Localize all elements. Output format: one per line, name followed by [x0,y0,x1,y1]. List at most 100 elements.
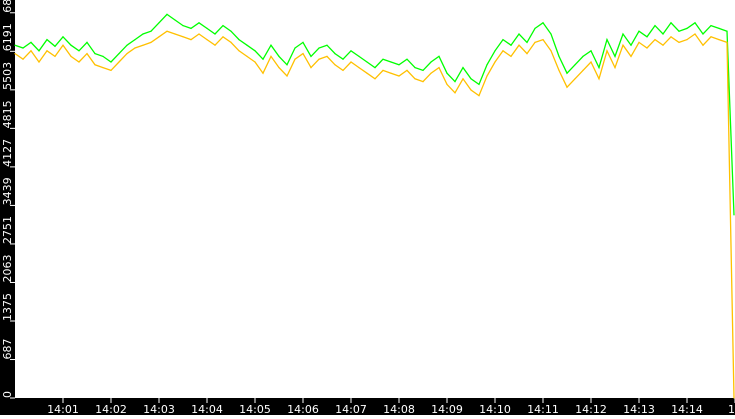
data-point [550,33,552,35]
data-point [598,78,600,80]
data-point [630,55,632,58]
data-point [182,25,184,27]
data-point [14,44,16,46]
data-point [374,78,376,80]
data-point [246,55,248,58]
data-point [430,72,432,74]
data-point [606,50,608,52]
data-point [238,50,240,52]
data-point [350,61,352,63]
data-point [454,92,456,94]
x-tick-label: 14:14 [671,403,703,415]
data-point [438,67,440,69]
data-point [733,214,735,216]
data-point [558,55,560,58]
data-point [142,44,144,46]
data-point [542,39,544,41]
data-point [134,47,136,49]
data-point [686,27,688,29]
data-point [78,61,80,63]
data-point [158,22,160,24]
data-point [86,53,88,55]
data-point [262,72,264,74]
data-point [726,41,728,44]
data-point [718,39,720,41]
data-point [382,58,384,60]
data-point [470,89,472,91]
data-point [702,33,704,35]
data-point [222,25,224,27]
y-tick-label: 4127 [1,139,14,167]
data-point [262,58,264,60]
data-point [638,30,640,32]
data-point [318,47,320,49]
data-point [206,27,208,29]
data-point [278,67,280,69]
data-point [350,50,352,52]
data-point [302,41,304,44]
y-tick-label: 6191 [1,23,14,51]
data-point [358,55,360,58]
data-point [606,39,608,41]
data-point [382,69,384,71]
data-point [622,33,624,35]
data-point [54,45,56,47]
data-point [638,41,640,44]
data-point [566,86,568,88]
data-point [230,30,232,32]
data-point [398,64,400,66]
y-tick-label: 3439 [1,177,14,205]
data-point [366,61,368,63]
data-point [334,53,336,55]
y-tick-label: 0 [1,391,14,398]
data-point [86,41,88,44]
data-point [126,53,128,55]
data-point [566,72,568,74]
data-point [446,83,448,85]
data-point [550,50,552,52]
y-tick-label: 5503 [1,62,14,90]
x-tick-label: 14:05 [239,403,271,415]
data-point [654,25,656,27]
data-point [38,50,40,52]
data-point [166,13,168,15]
data-point [494,61,496,63]
data-point [286,64,288,66]
data-point [286,75,288,77]
data-point [30,41,32,44]
data-point [326,55,328,58]
data-point [470,78,472,80]
x-tick-label: 14:11 [527,403,559,415]
data-point [446,72,448,74]
y-tick-label: 2751 [1,216,14,244]
plot-area [15,0,735,398]
data-point [190,27,192,29]
data-point [38,61,40,63]
data-point [22,47,24,49]
data-point [142,33,144,35]
data-point [526,41,528,44]
data-point [534,41,536,44]
data-point [406,69,408,71]
data-point [694,22,696,24]
data-point [118,61,120,63]
data-point [94,64,96,66]
data-point [334,64,336,66]
y-tick-label: 2063 [1,254,14,282]
x-tick-label: 14:12 [575,403,607,415]
data-point [270,44,272,46]
data-point [534,27,536,29]
data-point [30,50,32,52]
data-point [486,64,488,66]
data-point [590,61,592,63]
data-point [662,44,664,46]
data-point [670,36,672,38]
data-point [374,67,376,69]
x-tick-label: 14:01 [47,403,79,415]
data-point [102,55,104,58]
x-tick-label: 14:08 [383,403,415,415]
data-point [574,78,576,80]
y-axis-strip [0,0,15,415]
x-tick-label: 14:03 [143,403,175,415]
